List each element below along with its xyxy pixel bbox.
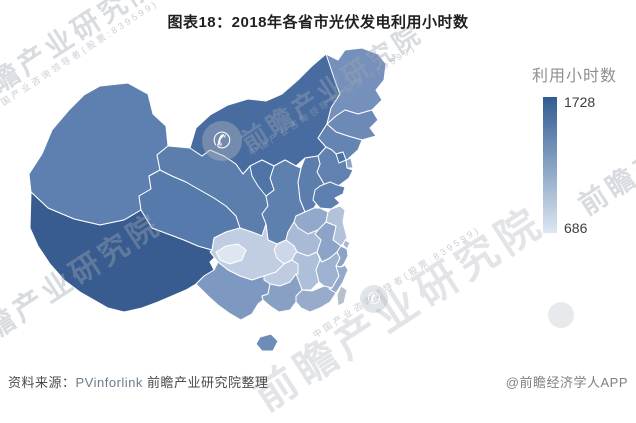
province-taiwan xyxy=(336,285,348,307)
legend-min-value: 686 xyxy=(564,220,588,236)
source-line: 资料来源：PVinforlink 前瞻产业研究院整理 xyxy=(8,372,269,391)
province-layer xyxy=(28,47,387,352)
source-rest: 前瞻产业研究院整理 xyxy=(142,375,269,390)
legend-gradient-bar xyxy=(543,97,557,233)
province-zhejiang xyxy=(335,245,349,268)
province-shanghai xyxy=(342,239,351,250)
province-sichuan_west xyxy=(215,243,247,265)
source-label: 资料来源： xyxy=(8,375,76,390)
province-tianjin xyxy=(345,157,354,169)
legend-max-value: 1728 xyxy=(564,94,596,110)
province-heilongjiang xyxy=(325,47,387,125)
china-choropleth-map xyxy=(28,47,387,352)
province-hainan xyxy=(255,333,279,352)
chart-title: 图表18：2018年各省市光伏发电利用小时数 xyxy=(167,14,469,31)
province-fujian xyxy=(328,264,349,294)
legend-title: 利用小时数 xyxy=(532,68,618,85)
province-ningxia xyxy=(249,159,275,197)
province-guangxi xyxy=(261,273,303,313)
credit-label: @前瞻经济学人APP xyxy=(505,375,628,390)
province-guangdong xyxy=(295,285,337,313)
source-name: PVinforlink xyxy=(75,375,143,390)
province-shandong xyxy=(312,181,346,210)
